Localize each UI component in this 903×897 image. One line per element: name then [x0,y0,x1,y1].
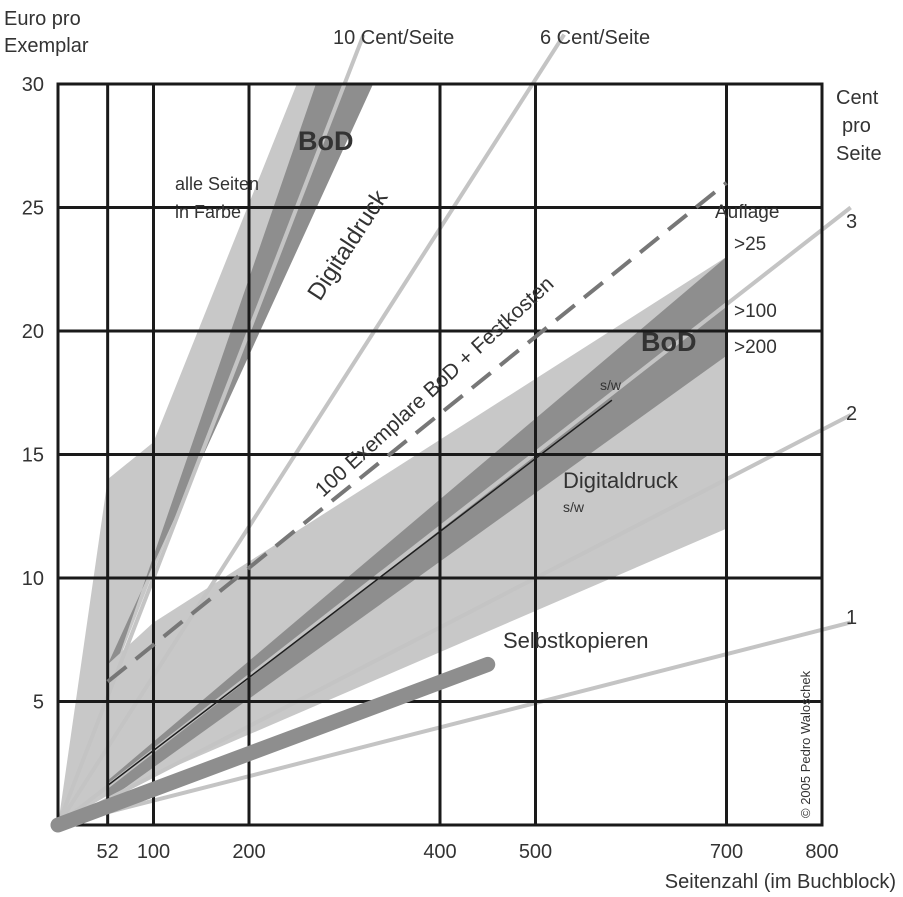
label-sw-2: s/w [563,499,585,515]
y-tick-label-25: 25 [22,198,44,220]
reference-line-6-cent [56,33,566,827]
label-10-cent-per-page: 10 Cent/Seite [333,27,454,49]
label-6-cent-per-page: 6 Cent/Seite [540,27,650,49]
x-axis-label: Seitenzahl (im Buchblock) [665,871,896,893]
x-tick-label-800: 800 [805,841,838,863]
label-auflage: Auflage [715,202,779,223]
grid-layer [56,82,824,827]
series-layer [50,181,728,833]
label-sw-1: s/w [600,377,622,393]
reference-line-2-cent [57,413,852,827]
y-tick-label-15: 15 [22,445,44,467]
x-tick-label-400: 400 [423,841,456,863]
y-tick-label-20: 20 [22,321,44,343]
label-in-farbe: in Farbe [175,202,241,222]
x-tick-label-52: 52 [97,841,119,863]
label-right-2: 2 [846,403,857,425]
y-axis-label-line1: Euro pro [4,8,81,30]
series-selbstkopieren [50,656,496,833]
copyright-text: © 2005 Pedro Waloschek [798,670,813,818]
y-axis-label-line2: Exemplar [4,35,89,57]
label-bod-mid: BoD [641,327,697,357]
y-tick-label-30: 30 [22,74,44,96]
label-digitaldruck-mid: Digitaldruck [563,468,679,493]
x-tick-label-700: 700 [710,841,743,863]
label-right-3: 3 [846,211,857,233]
x-tick-label-200: 200 [232,841,265,863]
ticks-layer: 52 100 200 400 500 700 800 5 10 15 20 25 30 [22,74,839,863]
series-100-exemplare-bod-festkosten [106,181,728,684]
right-axis-label-line3: Seite [836,143,882,165]
y-tick-label-5: 5 [33,692,44,714]
label-auflage-100: >100 [734,301,777,322]
label-right-1: 1 [846,607,857,629]
label-bod-top: BoD [298,126,354,156]
x-tick-label-100: 100 [137,841,170,863]
label-alle-seiten: alle Seiten [175,174,259,194]
right-axis-label-line1: Cent [836,87,879,109]
y-tick-label-10: 10 [22,568,44,590]
right-axis-label-line2: pro [842,115,871,137]
label-selbstkopieren: Selbstkopieren [503,628,649,653]
label-auflage-200: >200 [734,337,777,358]
reference-line-1-cent [57,620,852,827]
x-tick-label-500: 500 [519,841,552,863]
series-s-w [107,399,613,787]
label-auflage-25: >25 [734,234,766,255]
